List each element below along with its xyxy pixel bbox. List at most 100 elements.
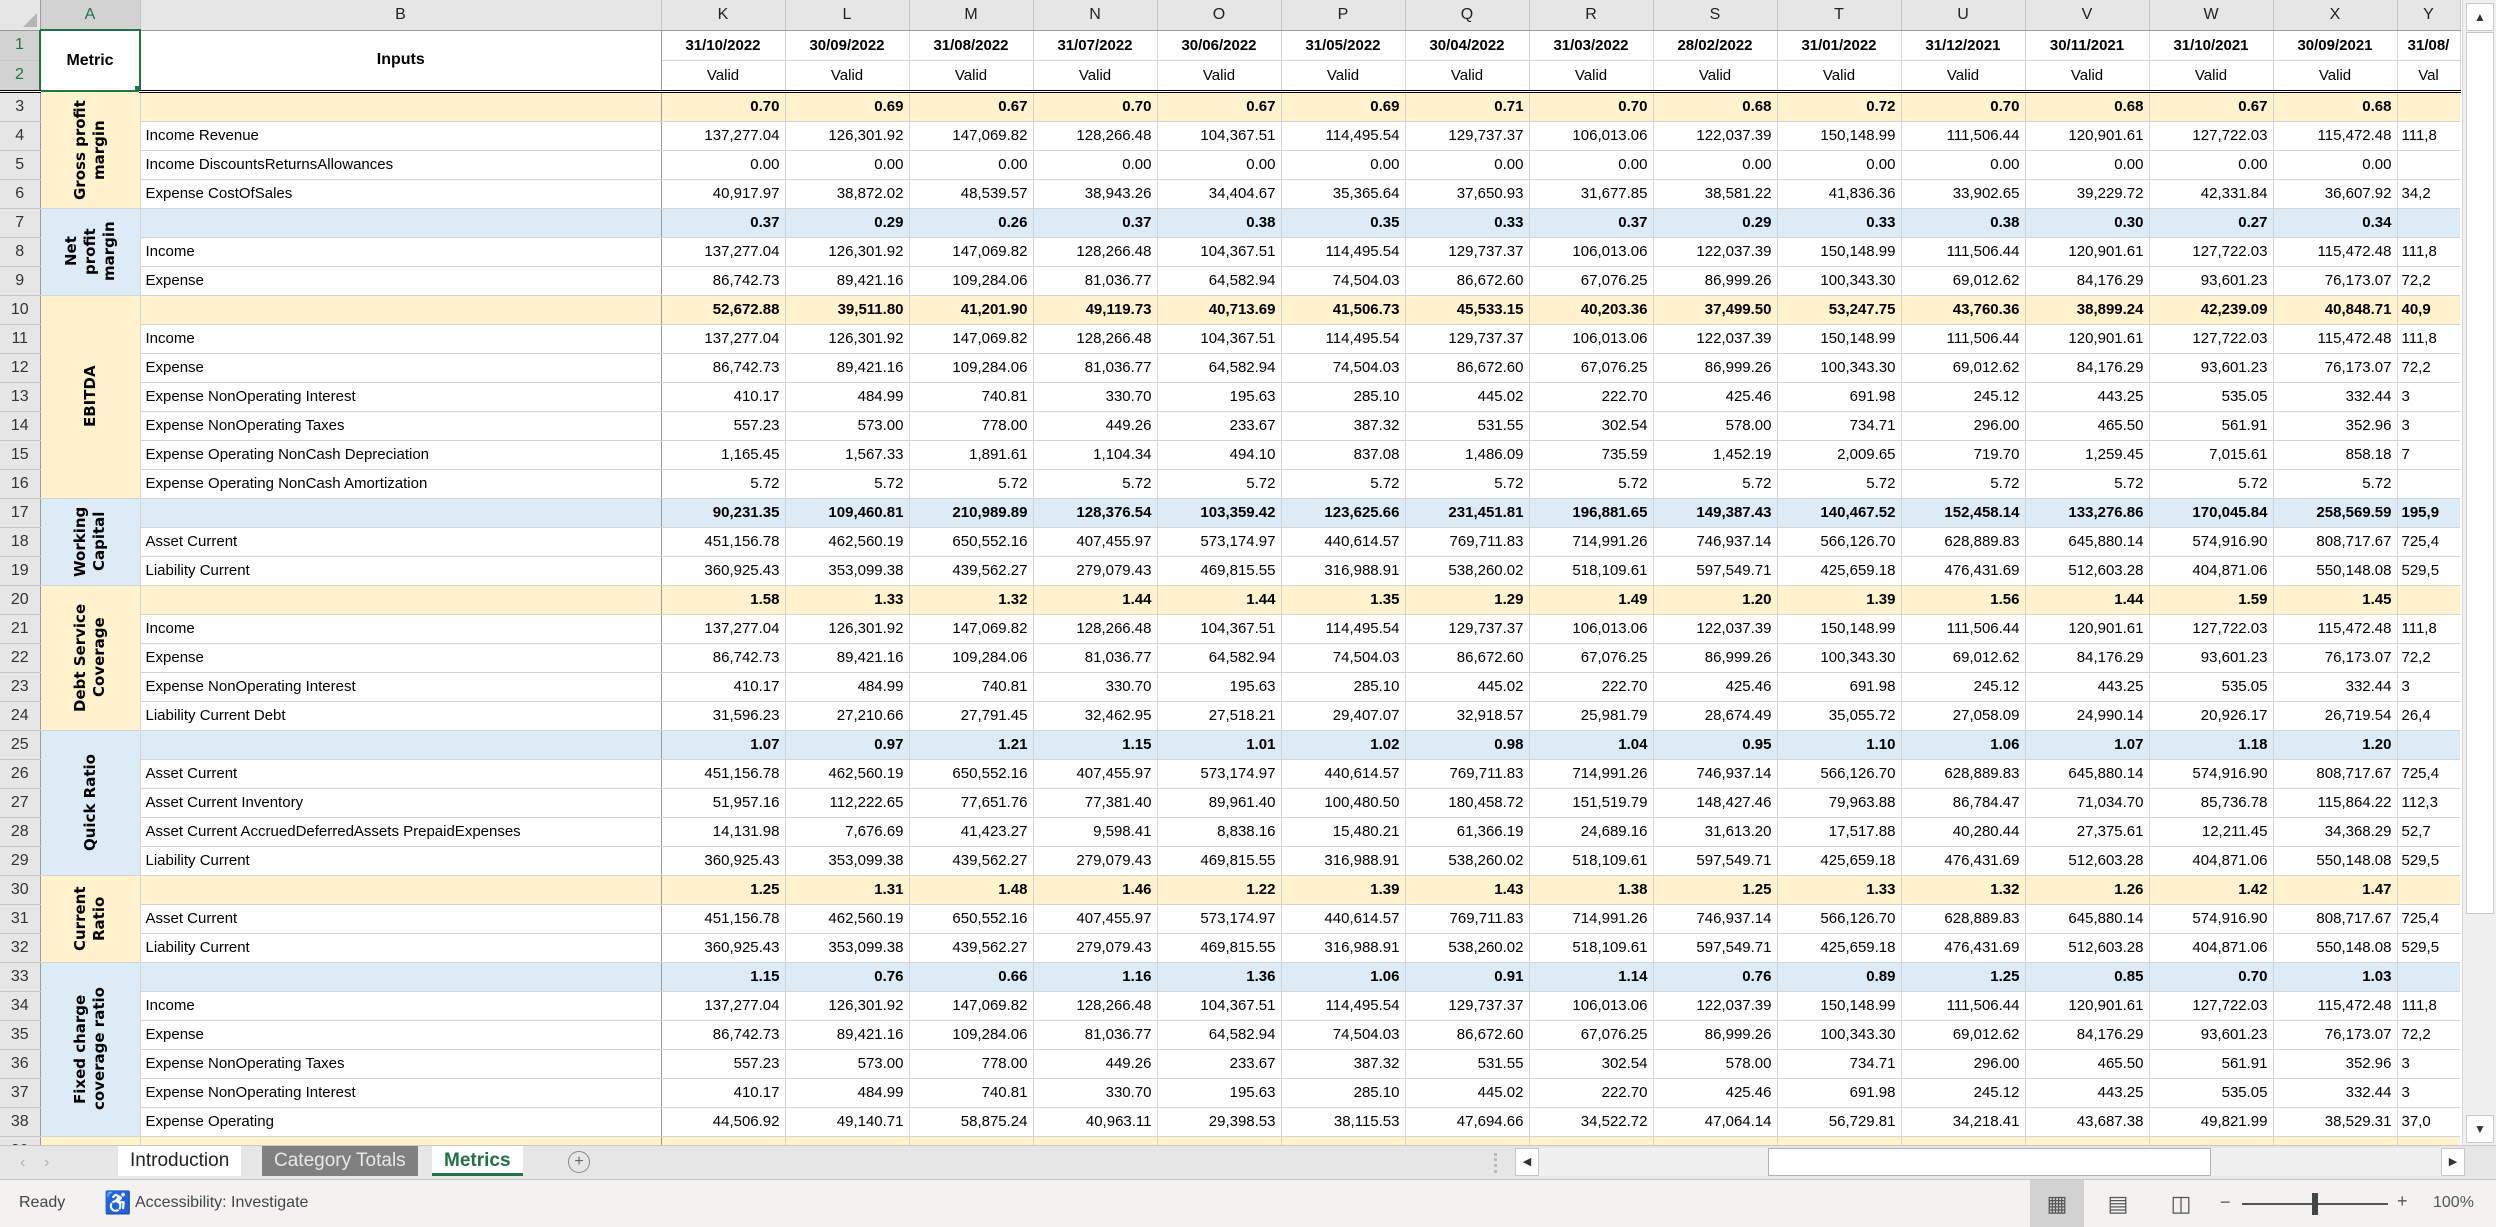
row-header[interactable]: 33 xyxy=(0,962,41,992)
value-cell[interactable]: 76,173.07 xyxy=(2273,353,2398,383)
column-header-W[interactable]: W xyxy=(2149,0,2274,31)
value-cell[interactable]: 127,722.03 xyxy=(2149,121,2274,151)
value-cell[interactable]: 151,519.79 xyxy=(1529,788,1654,818)
value-cell[interactable]: 573,174.97 xyxy=(1157,527,1282,557)
inputs-header-cell[interactable]: Inputs xyxy=(140,30,662,93)
value-cell[interactable]: 122,037.39 xyxy=(1653,121,1778,151)
value-cell[interactable]: 27,791.45 xyxy=(909,701,1034,731)
value-cell[interactable]: 352.96 xyxy=(2273,1049,2398,1079)
value-cell[interactable]: 0.67 xyxy=(1157,91,1282,122)
status-cell[interactable]: Valid xyxy=(909,60,1034,93)
value-cell-partial[interactable]: 3 xyxy=(2397,382,2460,412)
value-cell[interactable]: 61,366.19 xyxy=(1405,817,1530,847)
metric-group-label[interactable]: Debt Service Coverage xyxy=(40,585,141,731)
row-header[interactable]: 19 xyxy=(0,556,41,586)
value-cell[interactable]: 137,277.04 xyxy=(661,614,786,644)
column-header-V[interactable]: V xyxy=(2025,0,2150,31)
value-cell[interactable]: 0.33 xyxy=(1777,208,1902,238)
value-cell[interactable]: 67,076.25 xyxy=(1529,1020,1654,1050)
value-cell[interactable]: 735.59 xyxy=(1529,440,1654,470)
input-label-cell[interactable] xyxy=(140,91,662,122)
value-cell[interactable]: 112,222.65 xyxy=(785,788,910,818)
row-header[interactable]: 21 xyxy=(0,614,41,644)
value-cell[interactable]: 279,079.43 xyxy=(1033,933,1158,963)
value-cell[interactable]: 122,037.39 xyxy=(1653,324,1778,354)
value-cell[interactable]: 150,148.99 xyxy=(1777,991,1902,1021)
value-cell-partial[interactable]: 111,8 xyxy=(2397,614,2460,644)
value-cell[interactable]: 404,871.06 xyxy=(2149,933,2274,963)
value-cell[interactable]: 0.69 xyxy=(1281,91,1406,122)
value-cell[interactable]: 484.99 xyxy=(785,1078,910,1108)
value-cell[interactable]: 233.67 xyxy=(1157,1049,1282,1079)
value-cell[interactable]: 69,012.62 xyxy=(1901,643,2026,673)
value-cell[interactable]: 222.70 xyxy=(1529,382,1654,412)
value-cell[interactable]: 1,104.34 xyxy=(1033,440,1158,470)
value-cell[interactable]: 111,506.44 xyxy=(1901,237,2026,267)
value-cell[interactable]: 597,549.71 xyxy=(1653,556,1778,586)
value-cell[interactable]: 120,901.61 xyxy=(2025,121,2150,151)
value-cell[interactable]: 1,891.61 xyxy=(909,440,1034,470)
row-header[interactable]: 35 xyxy=(0,1020,41,1050)
value-cell[interactable]: 56,729.81 xyxy=(1777,1107,1902,1137)
value-cell[interactable]: 111,506.44 xyxy=(1901,324,2026,354)
value-cell[interactable]: 1.42 xyxy=(2149,875,2274,905)
value-cell[interactable]: 0.76 xyxy=(1653,962,1778,992)
value-cell[interactable]: 100,343.30 xyxy=(1777,1020,1902,1050)
value-cell[interactable]: 769,711.83 xyxy=(1405,759,1530,789)
value-cell[interactable]: 86,672.60 xyxy=(1405,1020,1530,1050)
value-cell[interactable]: 440,614.57 xyxy=(1281,904,1406,934)
row-header[interactable]: 9 xyxy=(0,266,41,296)
value-cell[interactable]: 1.14 xyxy=(1529,962,1654,992)
status-cell[interactable]: Valid xyxy=(661,60,786,93)
row-header[interactable]: 29 xyxy=(0,846,41,876)
value-cell[interactable]: 0.00 xyxy=(1777,150,1902,180)
value-cell[interactable]: 574,916.90 xyxy=(2149,904,2274,934)
value-cell[interactable]: 5.72 xyxy=(785,469,910,499)
value-cell-partial[interactable]: 725,4 xyxy=(2397,904,2460,934)
value-cell[interactable]: 37,499.50 xyxy=(1653,295,1778,325)
value-cell[interactable]: 778.00 xyxy=(909,411,1034,441)
value-cell[interactable]: 746,937.14 xyxy=(1653,904,1778,934)
metric-group-label[interactable]: Current Ratio xyxy=(40,875,141,963)
value-cell[interactable]: 462,560.19 xyxy=(785,527,910,557)
status-cell[interactable]: Valid xyxy=(2025,60,2150,93)
value-cell[interactable]: 89,961.40 xyxy=(1157,788,1282,818)
value-cell[interactable]: 180,458.72 xyxy=(1405,788,1530,818)
value-cell[interactable]: 32,462.95 xyxy=(1033,701,1158,731)
value-cell[interactable]: 100,343.30 xyxy=(1777,266,1902,296)
value-cell[interactable]: 100,343.30 xyxy=(1777,353,1902,383)
value-cell[interactable]: 285.10 xyxy=(1281,1078,1406,1108)
value-cell[interactable]: 1.36 xyxy=(1157,962,1282,992)
date-header-cell[interactable]: 30/06/2022 xyxy=(1157,30,1282,61)
value-cell[interactable]: 126,301.92 xyxy=(785,614,910,644)
value-cell[interactable]: 1.16 xyxy=(1033,962,1158,992)
value-cell[interactable]: 5.72 xyxy=(1157,469,1282,499)
value-cell[interactable]: 245.12 xyxy=(1901,1078,2026,1108)
value-cell[interactable]: 86,999.26 xyxy=(1653,353,1778,383)
value-cell[interactable]: 128,266.48 xyxy=(1033,121,1158,151)
value-cell[interactable]: 302.54 xyxy=(1529,411,1654,441)
value-cell[interactable]: 1.43 xyxy=(1405,875,1530,905)
value-cell[interactable]: 439,562.27 xyxy=(909,556,1034,586)
value-cell[interactable]: 129,737.37 xyxy=(1405,991,1530,1021)
column-header-S[interactable]: S xyxy=(1653,0,1778,31)
value-cell[interactable]: 114,495.54 xyxy=(1281,121,1406,151)
value-cell[interactable]: 26,719.54 xyxy=(2273,701,2398,731)
value-cell[interactable]: 645,880.14 xyxy=(2025,527,2150,557)
value-cell[interactable]: 126,301.92 xyxy=(785,121,910,151)
value-cell[interactable]: 109,284.06 xyxy=(909,1020,1034,1050)
date-header-cell[interactable]: 30/09/2021 xyxy=(2273,30,2398,61)
value-cell[interactable]: 1.15 xyxy=(661,962,786,992)
tab-scroll-left-icon[interactable]: ‹ xyxy=(20,1154,26,1171)
value-cell[interactable]: 0.69 xyxy=(785,91,910,122)
value-cell[interactable]: 1.32 xyxy=(1901,875,2026,905)
value-cell[interactable]: 574,916.90 xyxy=(2149,527,2274,557)
value-cell[interactable]: 1.59 xyxy=(2149,585,2274,615)
row-header[interactable]: 17 xyxy=(0,498,41,528)
value-cell-partial[interactable]: 34,2 xyxy=(2397,179,2460,209)
value-cell[interactable]: 42,043.16 xyxy=(785,1136,910,1145)
value-cell[interactable]: 734.71 xyxy=(1777,411,1902,441)
value-cell[interactable]: 573.00 xyxy=(785,411,910,441)
row-header[interactable]: 8 xyxy=(0,237,41,267)
value-cell[interactable]: 484.99 xyxy=(785,672,910,702)
